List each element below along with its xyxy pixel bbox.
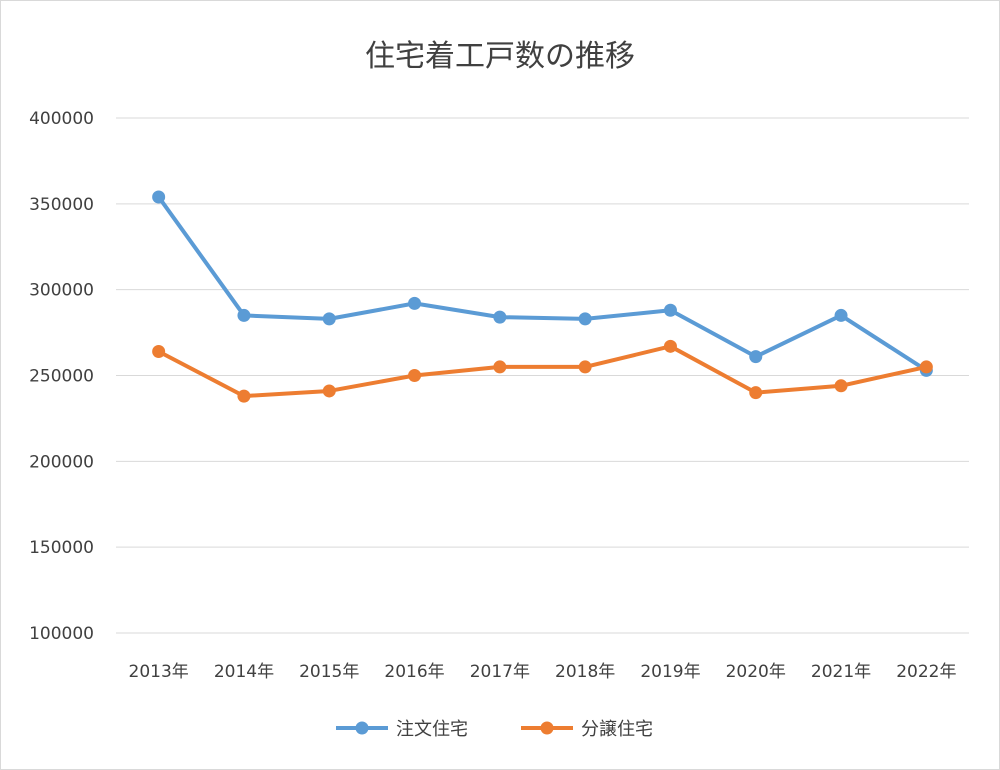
- data-point: [578, 360, 592, 374]
- x-tick-label: 2014年: [214, 662, 274, 682]
- data-point: [322, 384, 336, 398]
- data-point: [663, 339, 677, 353]
- y-tick-label: 100000: [29, 624, 94, 644]
- gridlines: [116, 117, 969, 634]
- x-tick-label: 2016年: [384, 662, 444, 682]
- y-tick-label: 300000: [29, 281, 94, 301]
- legend-marker: [540, 721, 554, 735]
- series-group: [152, 190, 933, 403]
- legend-marker: [355, 721, 369, 735]
- legend-label: 注文住宅: [396, 719, 468, 740]
- x-tick-label: 2015年: [299, 662, 359, 682]
- data-point: [493, 360, 507, 374]
- data-point: [237, 389, 251, 403]
- legend-item: 分譲住宅: [521, 719, 653, 740]
- data-point: [578, 312, 592, 326]
- series-1: [152, 190, 933, 377]
- x-tick-label: 2022年: [896, 662, 956, 682]
- y-tick-label: 350000: [29, 195, 94, 215]
- x-tick-label: 2018年: [555, 662, 615, 682]
- y-tick-label: 400000: [29, 109, 94, 129]
- x-tick-label: 2019年: [640, 662, 700, 682]
- series-2: [152, 339, 933, 403]
- series-line: [156, 344, 929, 399]
- series-line: [156, 194, 929, 373]
- data-point: [152, 344, 166, 358]
- data-point: [663, 303, 677, 317]
- data-point: [834, 379, 848, 393]
- legend: 注文住宅 分譲住宅: [336, 719, 653, 740]
- data-point: [237, 308, 251, 322]
- x-tick-label: 2021年: [811, 662, 871, 682]
- data-point: [493, 310, 507, 324]
- data-point: [834, 308, 848, 322]
- x-tick-label: 2017年: [470, 662, 530, 682]
- data-point: [322, 312, 336, 326]
- data-point: [408, 369, 422, 382]
- chart-title: 住宅着工戸数の推移: [365, 39, 635, 74]
- y-tick-label: 200000: [29, 452, 94, 472]
- legend-label: 分譲住宅: [581, 719, 653, 740]
- x-axis: 2013年 2014年 2015年 2016年 2017年 2018年 2019年 2020年…: [129, 662, 957, 682]
- data-point: [749, 386, 763, 400]
- legend-item: 注文住宅: [336, 719, 468, 740]
- y-axis: 400000 350000 300000 250000 200000 150000 1000…: [29, 109, 94, 644]
- data-point: [749, 350, 763, 364]
- data-point: [152, 190, 166, 204]
- y-tick-label: 250000: [29, 367, 94, 387]
- data-point: [919, 360, 933, 374]
- data-point: [408, 296, 422, 310]
- x-tick-label: 2020年: [726, 662, 786, 682]
- y-tick-label: 150000: [29, 538, 94, 558]
- x-tick-label: 2013年: [129, 662, 189, 682]
